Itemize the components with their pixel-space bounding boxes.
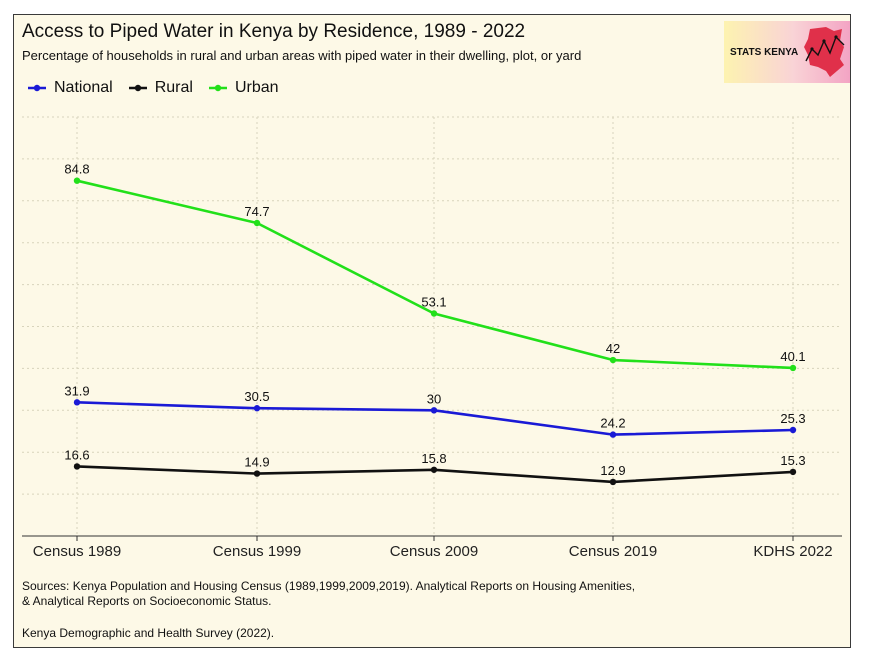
urban-data-label: 42 [606,341,620,356]
national-series-line [76,401,794,436]
legend-swatch-rural [128,84,147,92]
x-tick-label: Census 1989 [33,543,121,560]
legend-label-urban: Urban [234,79,279,96]
urban-data-label: 40.1 [780,349,805,364]
legend-item-urban: Urban [207,79,279,97]
rural-data-label: 16.6 [64,447,89,462]
chart-legend: National Rural Urban [26,79,293,97]
legend-swatch-national [28,84,46,92]
national-data-label: 31.9 [64,383,89,398]
x-tick-label: KDHS 2022 [753,543,832,560]
national-point [253,405,261,412]
rural-data-label: 15.3 [780,453,805,468]
legend-item-rural: Rural [127,79,193,97]
x-tick-label: Census 1999 [213,543,301,560]
urban-point [789,364,797,372]
urban-point [253,219,261,227]
national-point [609,431,617,438]
x-tick-label: Census 2019 [569,543,657,560]
urban-data-label: 74.7 [244,204,269,219]
chart-subtitle: Percentage of households in rural and ur… [22,48,582,63]
kenya-map-icon [804,27,845,77]
rural-data-label: 14.9 [244,455,269,470]
stats-kenya-logo: STATS KENYA [724,21,850,83]
rural-data-label: 15.8 [421,451,446,466]
rural-point [253,470,261,477]
sources-note: Sources: Kenya Population and Housing Ce… [22,579,822,609]
x-tick-label: Census 2009 [390,543,478,560]
legend-item-national: National [26,79,113,97]
rural-point [609,478,617,486]
legend-label-rural: Rural [154,79,193,96]
sources-line-1: Sources: Kenya Population and Housing Ce… [22,579,636,593]
urban-data-label: 84.8 [64,162,89,177]
urban-series-line [76,179,794,370]
chart-title: Access to Piped Water in Kenya by Reside… [22,21,526,42]
national-data-label: 25.3 [780,411,805,426]
rural-data-label: 12.9 [600,463,625,478]
chart-plot: Census 1989 Census 1999 Census 2009 Census … [22,116,842,560]
rural-point [789,468,797,476]
logo-text: STATS KENYA [730,47,799,58]
urban-data-label: 53.1 [421,295,446,310]
rural-point [430,466,438,473]
sources-line-2: & Analytical Reports on Socioeconomic St… [22,594,272,608]
chart-frame: Access to Piped Water in Kenya by Reside… [13,14,851,648]
urban-point [73,177,81,184]
legend-swatch-urban [208,84,227,92]
national-data-label: 30.5 [244,389,269,404]
urban-point [430,310,438,317]
urban-point [609,356,617,364]
national-data-label: 30 [427,391,441,406]
national-point [430,407,438,414]
national-point [73,399,81,406]
legend-label-national: National [54,79,113,96]
national-point [789,426,797,434]
national-data-label: 24.2 [600,416,625,431]
rural-point [73,463,81,470]
survey-note: Kenya Demographic and Health Survey (202… [22,626,275,640]
